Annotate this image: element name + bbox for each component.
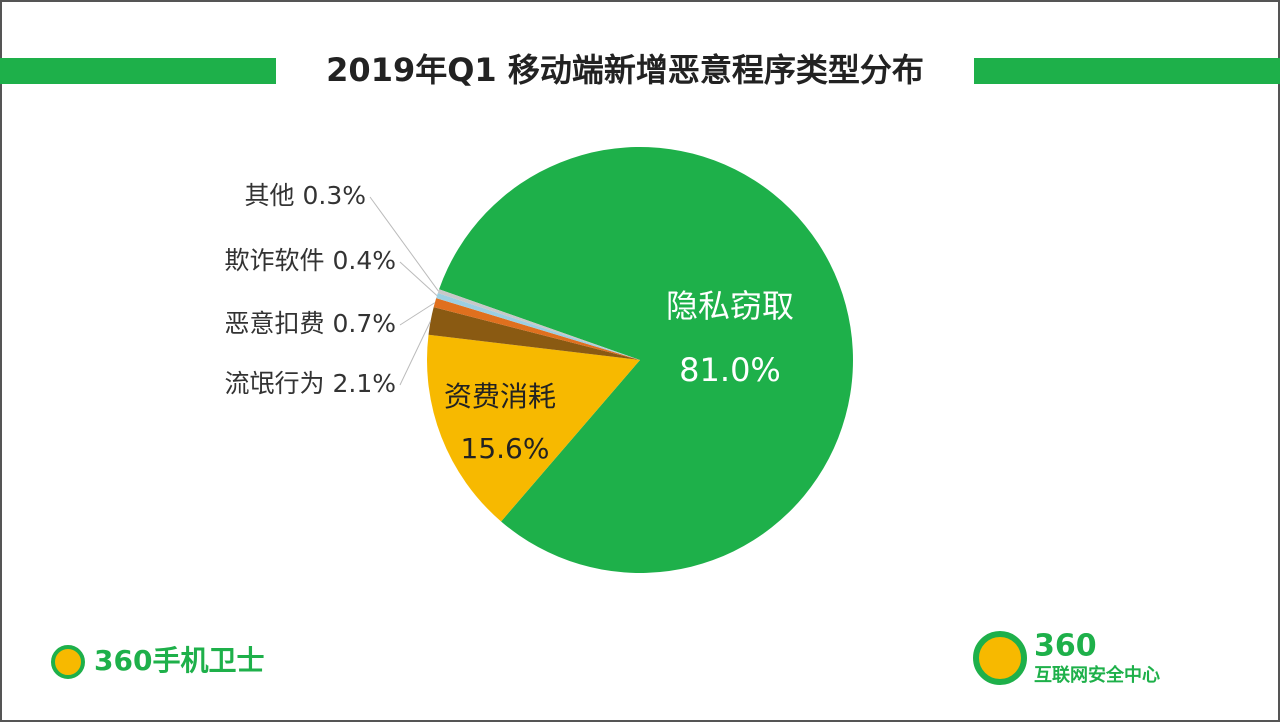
leader-line xyxy=(399,261,438,296)
outside-label: 欺诈软件 0.4% xyxy=(224,246,396,275)
slice-value-label: 15.6% xyxy=(461,432,550,465)
logo-number: 360 xyxy=(1034,629,1097,664)
outside-label: 其他 0.3% xyxy=(244,181,366,210)
slice-label: 欺诈软件 xyxy=(224,246,324,275)
logo-icon xyxy=(973,631,1027,685)
slice-value-label: 81.0% xyxy=(679,351,781,389)
slice-value-label: 0.3% xyxy=(302,181,366,210)
pie-slice xyxy=(427,334,640,522)
slice-value-label: 2.1% xyxy=(332,369,396,398)
leader-line xyxy=(369,196,439,292)
leader-line xyxy=(399,302,436,326)
pie-slice xyxy=(436,293,640,360)
slice-label: 恶意扣费 xyxy=(224,309,324,338)
pie-slice xyxy=(437,289,640,360)
chart-title: 2019年Q1 移动端新增恶意程序类型分布 xyxy=(326,51,924,89)
slice-label: 流氓行为 xyxy=(224,369,324,398)
logo-text: 360手机卫士 xyxy=(94,644,264,677)
slice-label: 资费消耗 xyxy=(444,380,556,413)
title-bar-left xyxy=(0,58,276,84)
logo-icon xyxy=(51,645,85,679)
pie-slice xyxy=(428,307,640,360)
pie-slice xyxy=(439,146,853,573)
right-logo: 360 互联网安全中心 xyxy=(973,629,1160,686)
pie-slice xyxy=(433,298,640,360)
outside-label: 流氓行为 2.1% xyxy=(224,369,396,398)
logo-text: 互联网安全中心 xyxy=(1034,664,1160,686)
left-logo: 360手机卫士 xyxy=(51,644,264,679)
title-bar-right xyxy=(974,58,1280,84)
slice-value-label: 0.7% xyxy=(332,309,396,338)
leader-line xyxy=(399,320,432,386)
slice-value-label: 0.4% xyxy=(332,246,396,275)
outside-label: 恶意扣费 0.7% xyxy=(224,309,396,338)
slice-label: 其他 xyxy=(244,181,294,210)
slice-label: 隐私窃取 xyxy=(666,287,794,325)
